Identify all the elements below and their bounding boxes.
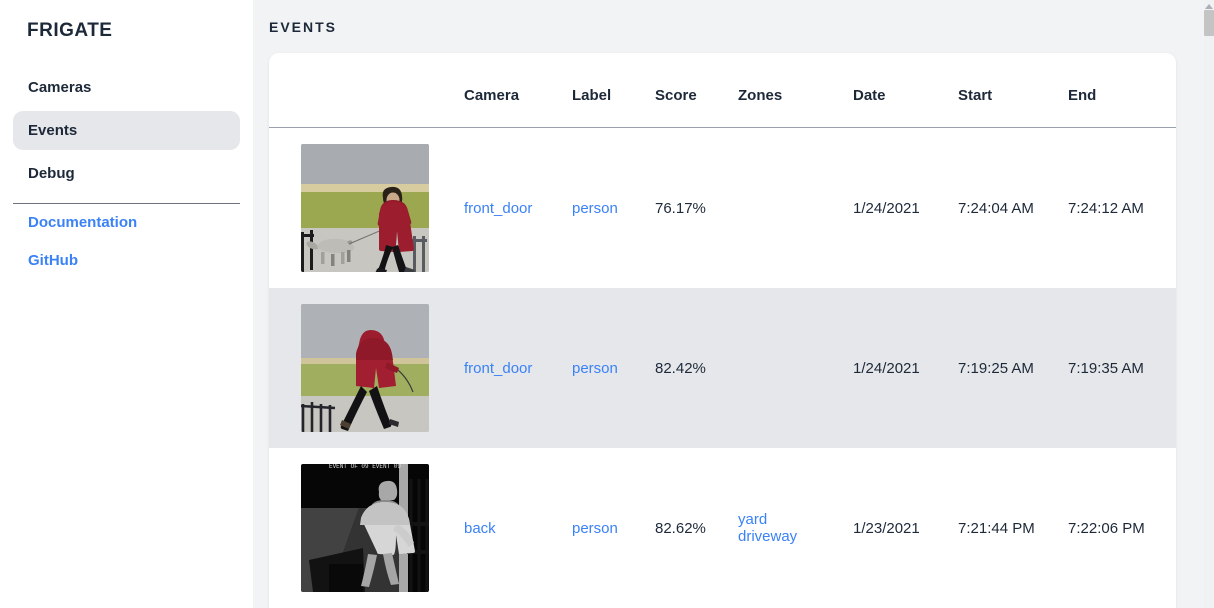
svg-text:EVENT OF 09 EVENT 09: EVENT OF 09 EVENT 09 — [329, 464, 401, 470]
